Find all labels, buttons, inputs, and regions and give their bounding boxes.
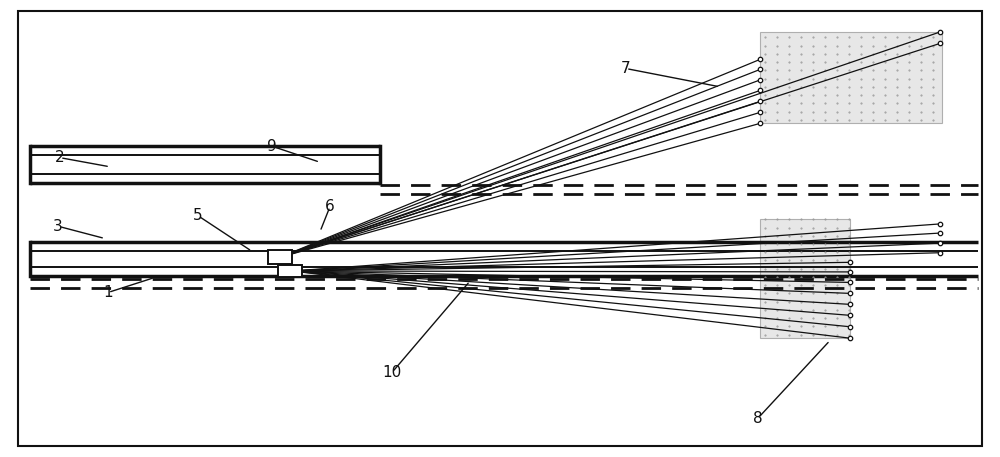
Bar <box>268 250 292 264</box>
Text: 3: 3 <box>53 219 63 234</box>
Text: 9: 9 <box>267 139 277 154</box>
Text: 10: 10 <box>382 365 402 380</box>
Bar <box>278 265 302 277</box>
Text: 5: 5 <box>193 208 203 223</box>
Bar <box>760 219 850 338</box>
Bar <box>760 32 942 123</box>
Text: 7: 7 <box>621 61 631 76</box>
Text: 1: 1 <box>103 285 113 300</box>
Text: 2: 2 <box>55 150 65 165</box>
Text: 6: 6 <box>325 199 335 214</box>
Text: 8: 8 <box>753 411 763 425</box>
